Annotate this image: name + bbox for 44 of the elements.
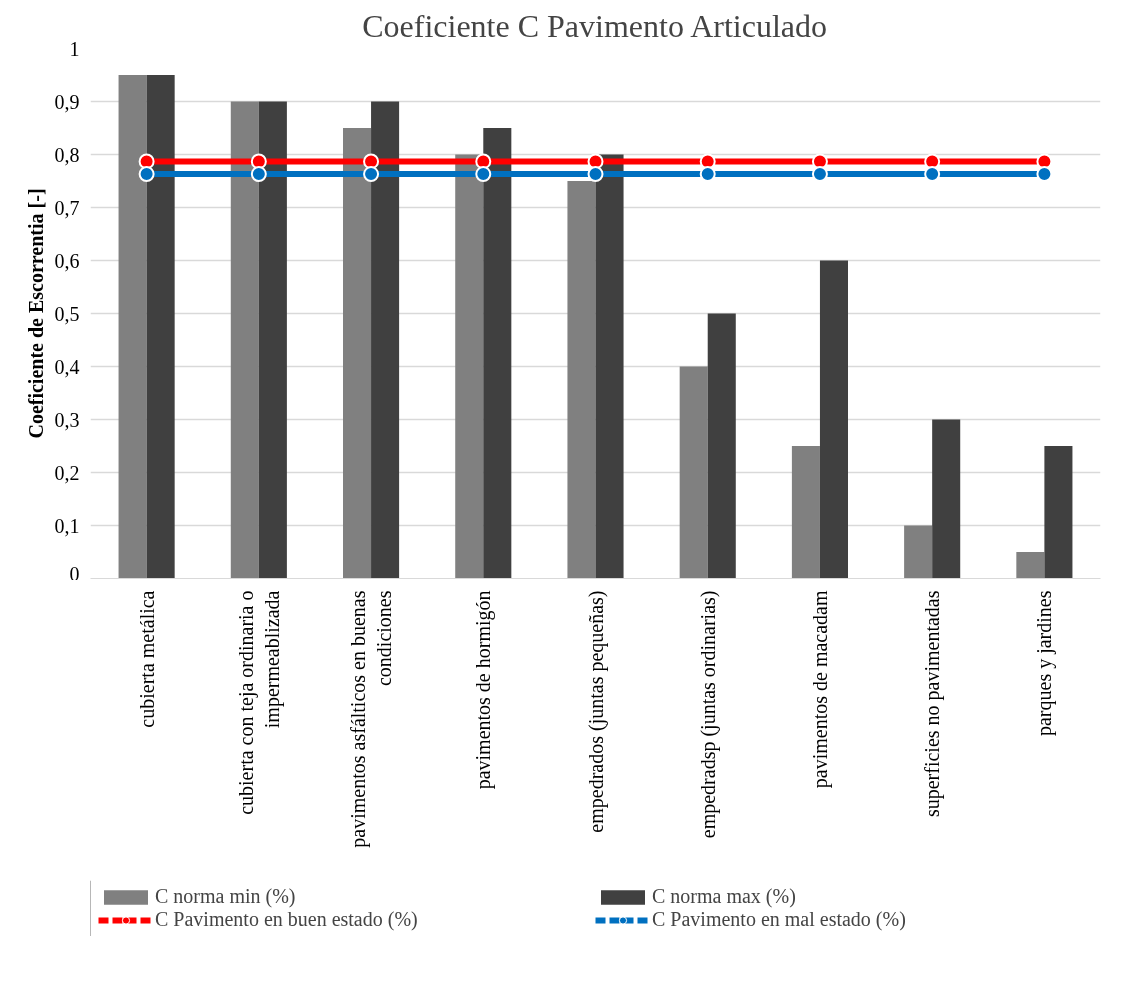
y-tick-label: 0,1 (54, 514, 80, 537)
legend-label: C Pavimento en mal estado (%) (652, 908, 907, 931)
bar (118, 75, 147, 579)
y-tick-label: 0,2 (54, 461, 80, 484)
y-tick-label: 0,5 (54, 302, 80, 325)
bar (1016, 552, 1045, 579)
x-tick-label: pavimentos de macadam (808, 590, 832, 789)
bar (567, 181, 596, 579)
y-tick-label: 1 (69, 37, 80, 60)
y-tick-label: 0 (69, 562, 80, 585)
bar (343, 128, 372, 579)
bar (679, 366, 708, 579)
bar (707, 313, 736, 579)
chart-title: Coeficiente C Pavimento Articulado (362, 7, 828, 44)
y-tick-label: 0,3 (54, 408, 80, 431)
x-tick-label: cubierta metálica (135, 590, 158, 728)
y-tick-label: 0,9 (54, 90, 80, 113)
y-tick-label: 0,4 (54, 355, 80, 378)
bar (904, 525, 933, 579)
x-tick-label: empedradsp (juntas ordinarias) (696, 590, 720, 839)
legend-label: C norma min (%) (155, 885, 297, 908)
bar (819, 260, 848, 579)
x-tick-label: cubierta con teja ordinaria o impermeablizada (234, 590, 285, 815)
bar (595, 154, 624, 579)
y-tick-label: 0,8 (54, 143, 80, 166)
y-tick-label: 0,6 (54, 249, 80, 272)
bar (455, 154, 484, 579)
x-tick-label: pavimentos asfálticos en buenas condiciones (346, 590, 396, 848)
bar (371, 101, 400, 579)
bar (146, 75, 175, 579)
bar (791, 446, 820, 579)
bar (1044, 446, 1073, 579)
y-tick-label: 0,7 (54, 196, 80, 219)
bar (932, 419, 961, 579)
legend-label: C norma max (%) (652, 885, 797, 908)
x-tick-label: superficies no pavimentadas (921, 590, 945, 818)
x-tick-label: parques y jardines (1033, 590, 1057, 737)
bar (258, 101, 287, 579)
legend-label: C Pavimento en buen estado (%) (155, 908, 419, 931)
y-axis-title: Coeficiente de Escorrentia [-] (24, 188, 47, 439)
bar (230, 101, 259, 579)
bar (483, 128, 512, 579)
x-tick-label: empedrados (juntas pequeñas) (584, 590, 608, 833)
x-tick-label: pavimentos de hormigón (472, 590, 496, 790)
